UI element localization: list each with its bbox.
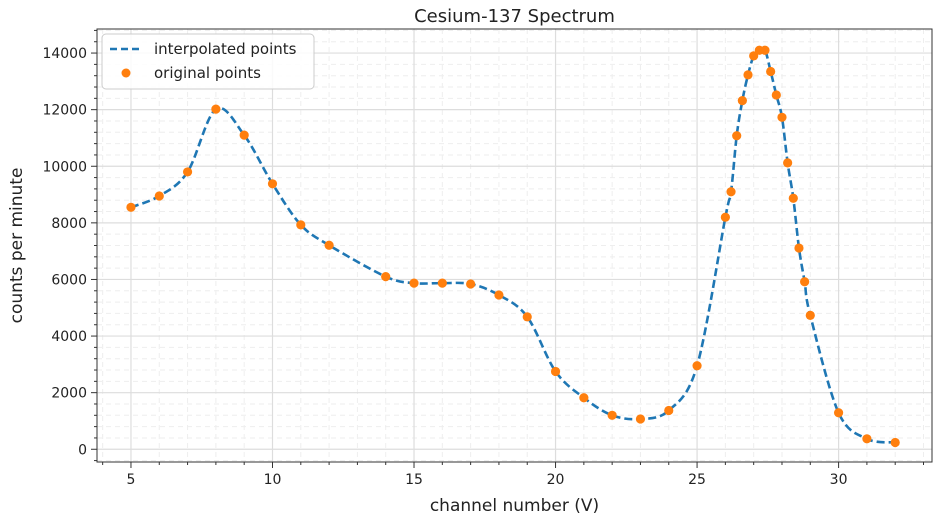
original-point — [550, 366, 561, 377]
x-tick-label: 5 — [127, 472, 136, 488]
original-point — [692, 361, 702, 371]
original-point — [777, 112, 787, 122]
x-tick-label: 20 — [547, 472, 565, 488]
data-series — [126, 45, 900, 448]
original-point — [466, 279, 476, 289]
original-point — [381, 272, 391, 282]
original-point — [664, 405, 674, 416]
original-point — [766, 66, 776, 77]
y-tick-label: 8000 — [51, 216, 87, 232]
legend-label-interpolated: interpolated points — [154, 40, 297, 58]
y-tick-label: 12000 — [42, 103, 87, 119]
y-tick-label: 4000 — [51, 329, 87, 345]
original-point — [720, 212, 730, 222]
original-point — [862, 434, 872, 444]
original-point — [794, 243, 804, 253]
original-point — [211, 104, 221, 114]
y-tick-label: 6000 — [51, 272, 87, 288]
original-point — [409, 278, 419, 288]
original-point — [737, 96, 747, 106]
original-point — [494, 290, 504, 300]
x-tick-label: 30 — [830, 472, 848, 488]
legend-marker-swatch — [121, 68, 131, 78]
original-point — [267, 179, 278, 189]
y-tick-label: 10000 — [42, 159, 87, 175]
interpolated-line — [130, 47, 896, 444]
y-tick-label: 0 — [78, 442, 87, 458]
original-point — [635, 414, 646, 424]
x-axis-label: channel number (V) — [430, 496, 599, 516]
original-point — [522, 312, 532, 322]
legend-box — [101, 33, 315, 90]
original-point — [437, 278, 447, 288]
original-point — [800, 277, 810, 287]
original-point — [788, 193, 798, 203]
y-tick-label: 2000 — [51, 386, 87, 402]
legend-label-original: original points — [154, 64, 261, 82]
original-point — [607, 410, 617, 420]
y-axis-label: counts per minute — [7, 168, 27, 324]
original-point — [890, 437, 900, 448]
original-point — [126, 202, 136, 212]
x-tick-label: 25 — [688, 472, 706, 488]
original-point — [743, 70, 753, 80]
original-point — [749, 51, 759, 61]
x-tick-label: 15 — [405, 472, 423, 488]
original-point — [732, 131, 742, 141]
y-tick-label: 14000 — [42, 46, 87, 62]
original-point — [805, 310, 815, 321]
axis-ticks: 5 10 15 20 25 30 0 2000 4000 6000 8000 10000 12000 14… — [42, 29, 925, 488]
original-point — [579, 393, 589, 403]
original-point — [182, 167, 193, 177]
original-point — [833, 408, 844, 418]
original-point — [296, 220, 306, 230]
legend: interpolated points original points — [101, 33, 315, 90]
original-point — [783, 158, 793, 168]
original-point — [726, 187, 736, 197]
grid — [97, 29, 932, 462]
original-point — [771, 90, 781, 100]
original-point — [324, 240, 334, 250]
chart-title: Cesium-137 Spectrum — [414, 6, 615, 27]
original-point — [154, 191, 164, 201]
original-point — [239, 130, 249, 140]
x-tick-label: 10 — [264, 472, 282, 488]
original-point — [760, 45, 770, 55]
